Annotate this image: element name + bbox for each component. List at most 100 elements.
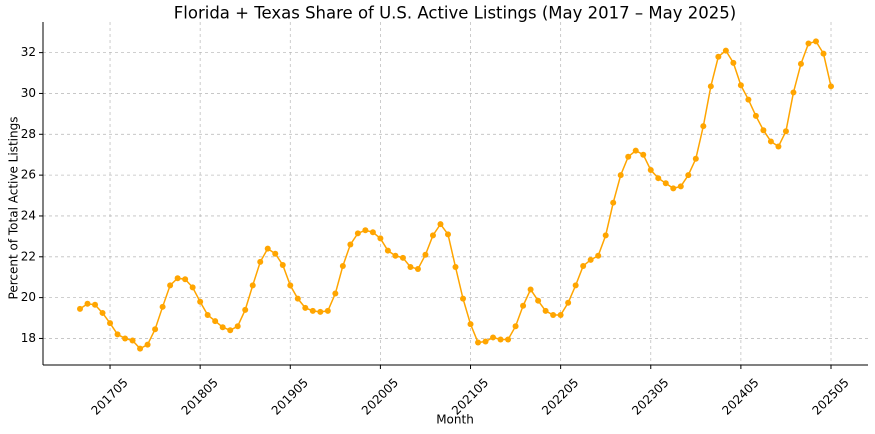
data-point xyxy=(602,232,609,239)
x-tick-label: 202505 xyxy=(809,375,851,417)
x-tick-label: 201805 xyxy=(179,375,221,417)
data-point xyxy=(775,143,782,150)
data-point xyxy=(760,127,767,134)
data-point xyxy=(632,147,639,154)
data-point xyxy=(812,38,819,45)
data-point xyxy=(137,345,144,352)
data-point xyxy=(92,301,99,308)
data-point xyxy=(580,262,587,269)
data-point xyxy=(565,299,572,306)
data-point xyxy=(692,155,699,162)
data-point xyxy=(460,295,467,302)
data-point xyxy=(204,311,211,318)
data-point xyxy=(129,337,136,344)
data-point xyxy=(722,47,729,54)
data-point xyxy=(219,324,226,331)
data-point xyxy=(610,199,617,206)
data-point xyxy=(715,53,722,60)
data-point xyxy=(520,302,527,309)
data-point xyxy=(377,235,384,242)
data-point xyxy=(490,334,497,341)
data-point xyxy=(730,59,737,66)
data-point xyxy=(294,295,301,302)
data-point xyxy=(182,276,189,283)
data-point xyxy=(384,247,391,254)
data-point xyxy=(767,138,774,145)
x-axis-label: Month xyxy=(436,413,474,427)
y-tick-label: 26 xyxy=(21,168,36,182)
data-point xyxy=(234,323,241,330)
data-point xyxy=(99,309,106,316)
data-point xyxy=(287,282,294,289)
data-point xyxy=(662,180,669,187)
data-point xyxy=(279,261,286,268)
data-point xyxy=(677,183,684,190)
series-line xyxy=(79,40,832,350)
data-point xyxy=(542,307,549,314)
data-point xyxy=(249,282,256,289)
data-point xyxy=(347,241,354,248)
data-point xyxy=(782,128,789,135)
data-point xyxy=(482,338,489,345)
data-point xyxy=(122,335,129,342)
data-point xyxy=(309,307,316,314)
data-point xyxy=(444,231,451,238)
data-point xyxy=(790,89,797,96)
y-tick-label: 30 xyxy=(21,86,36,100)
data-point xyxy=(475,339,482,346)
data-point xyxy=(828,83,834,90)
x-tick-label: 202005 xyxy=(359,375,401,417)
data-point xyxy=(700,123,707,130)
data-point xyxy=(264,245,271,252)
data-point xyxy=(670,185,677,192)
x-tick-label: 202305 xyxy=(629,375,671,417)
data-point xyxy=(452,264,459,270)
data-point xyxy=(167,282,174,289)
data-point xyxy=(354,230,361,237)
data-point xyxy=(527,286,534,293)
data-point xyxy=(805,40,812,47)
data-point xyxy=(257,258,264,265)
data-point xyxy=(189,284,196,291)
data-point xyxy=(332,290,339,297)
data-point xyxy=(77,305,83,312)
data-point xyxy=(505,336,512,343)
data-point xyxy=(617,172,624,179)
data-point xyxy=(114,331,121,338)
data-point xyxy=(557,311,564,318)
data-point xyxy=(302,304,309,311)
data-point xyxy=(369,229,376,236)
data-point xyxy=(422,251,429,258)
data-point xyxy=(745,96,752,103)
data-point xyxy=(550,311,557,318)
data-point xyxy=(437,221,444,228)
y-tick-label: 32 xyxy=(21,45,36,59)
x-tick-label: 202105 xyxy=(449,375,491,417)
y-tick-label: 24 xyxy=(21,208,36,222)
data-point xyxy=(429,232,436,239)
data-point xyxy=(324,307,331,314)
data-point xyxy=(647,167,654,174)
data-point xyxy=(625,153,632,160)
data-point xyxy=(339,262,346,269)
data-point xyxy=(407,264,414,270)
data-point xyxy=(752,112,759,119)
data-point xyxy=(572,282,579,289)
data-point xyxy=(655,175,662,182)
data-point xyxy=(595,252,602,259)
data-point xyxy=(737,82,744,89)
data-point xyxy=(797,60,804,67)
data-point xyxy=(587,256,594,263)
y-tick-label: 20 xyxy=(21,290,36,304)
data-point xyxy=(820,50,827,57)
y-axis-label: Percent of Total Active Listings xyxy=(7,117,21,300)
y-tick-label: 22 xyxy=(21,249,36,263)
y-tick-label: 28 xyxy=(21,127,36,141)
data-point xyxy=(272,250,279,257)
x-tick-label: 202205 xyxy=(539,375,581,417)
data-point xyxy=(144,341,151,348)
data-point xyxy=(159,303,166,310)
data-point xyxy=(107,320,114,327)
x-tick-label: 202405 xyxy=(719,375,761,417)
